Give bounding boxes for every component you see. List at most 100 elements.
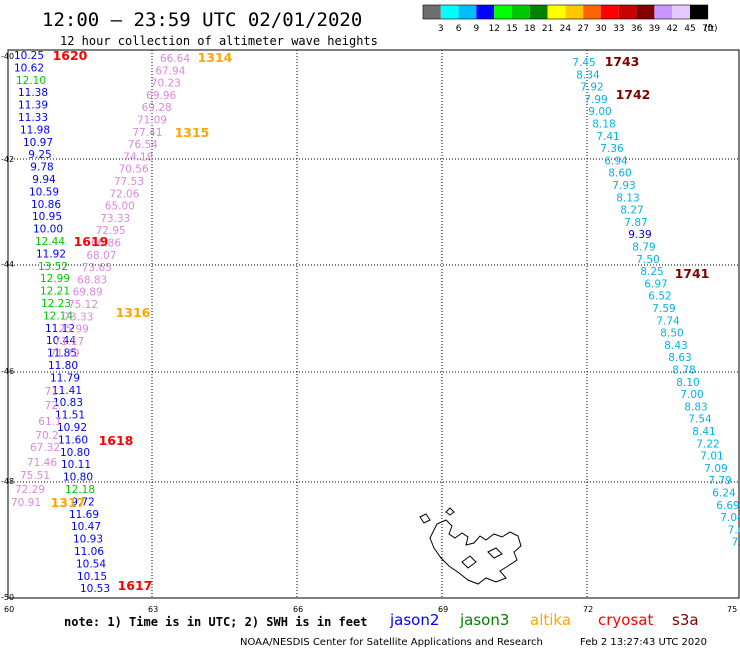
swh-label: 6.97 [644,278,667,290]
colorbar-swatch [583,5,601,19]
colorbar-label: 42 [666,24,677,34]
swh-label: 75.51 [20,470,50,482]
island-outline [419,507,522,585]
swh-label: 71.46 [27,457,57,469]
swh-label: 7.01 [700,451,723,463]
swh-label: 10.25 [14,50,44,62]
swh-label: 7.6 [728,524,740,536]
lat-label: -44 [1,260,14,269]
colorbar-swatch [494,5,512,19]
legend-s3a: s3a [672,611,699,629]
swh-label: 8.25 [640,266,663,278]
colorbar-swatch [618,5,637,19]
pass-number-label: 1742 [616,87,651,102]
swh-label: 11.41 [52,385,82,397]
swh-label: 10.93 [73,534,103,546]
swh-label: 72.06 [109,188,139,200]
swh-label: 12.44 [35,236,65,248]
swh-label: 8.13 [616,192,639,204]
swh-label: 11.98 [20,124,50,136]
swh-label: 8.78 [672,365,695,377]
swh-label: 12.21 [40,286,70,298]
swh-label: 66.86 [91,238,121,250]
swh-label: 7.50 [636,254,659,266]
legend-jason2: jason2 [389,611,439,629]
swh-label: 10.97 [23,137,53,149]
swh-label: 11.60 [58,434,88,446]
swh-label: 11.92 [36,248,66,260]
colorbar-swatch [690,5,708,19]
swh-label: 10.15 [77,571,107,583]
swh-label: 70.91 [11,497,41,509]
pass-number-label: 1619 [74,234,109,249]
colorbar-swatch [440,5,459,19]
swh-label: 8.27 [620,205,643,217]
colorbar-label: 36 [631,24,643,34]
swh-label: 77.53 [114,176,144,188]
swh-label: 7.99 [584,94,607,106]
swh-label: 10.95 [32,211,62,223]
swh-label: 10.86 [31,199,61,211]
swh-label: 9.25 [28,149,51,161]
swh-label: 74.18 [123,151,153,163]
legend-altika: altika [530,611,571,629]
swh-label: 68.07 [86,250,116,262]
colorbar-label: 12 [488,24,499,34]
swh-label: 12.99 [40,273,70,285]
swh-label: 11.39 [18,100,48,112]
pass-number-label: 1741 [675,266,710,281]
swh-label: 9.00 [588,106,611,118]
page-subtitle: 12 hour collection of altimeter wave hei… [60,34,378,48]
swh-label: 11.80 [48,360,78,372]
lat-label: -46 [1,367,14,376]
swh-label: 8.43 [664,340,687,352]
pass-number-label: 1743 [605,54,640,69]
swh-label: 10.11 [61,459,91,471]
swh-label: 70.2 [35,430,58,442]
pass-number-label: 1617 [118,578,153,593]
colorbar-swatch [601,5,619,19]
swh-label: 8.41 [692,426,715,438]
swh-label: 10.62 [14,62,44,74]
plot-frame [7,49,740,599]
swh-label: 7.59 [652,303,675,315]
swh-label: 8.34 [576,69,600,81]
swh-label: 10.80 [63,472,93,484]
swh-label: 6.94 [604,155,628,167]
footer-timestamp: Feb 2 13:27:43 UTC 2020 [580,637,707,648]
lat-label: -48 [1,477,14,486]
colorbar-label: 33 [613,24,624,34]
swh-label: 6.69 [716,500,739,512]
swh-label: 9.94 [32,174,56,186]
pass-labels: 1620 1314 1315 1619 1316 1618 1317 1617 1743 1742… [51,48,710,593]
lon-label: 60 [4,605,14,614]
swh-label: 72. [45,400,62,412]
swh-label: 8.60 [608,168,631,180]
colorbar-swatch [512,5,530,19]
swh-label: 9.39 [628,229,651,241]
swh-label: 11.85 [47,348,77,360]
swh-label: 73.65 [82,262,112,274]
swh-label: 11.79 [50,372,80,384]
colorbar-swatch [565,5,584,19]
wave-height-tracks: 10.2510.6212.1011.3811.3911.3311.9810.97… [11,50,740,595]
colorbar-unit: (ft) [704,24,718,34]
swh-label: 76.54 [128,139,158,151]
swh-label: 7.54 [688,414,712,426]
swh-label: 11.38 [18,87,48,99]
swh-label: 73.33 [63,311,93,323]
swh-label: 13.52 [38,261,68,273]
colorbar: 3 6 9 12 15 18 21 24 27 30 33 36 39 42 45 70 [422,4,714,34]
swh-label: 69.28 [142,102,172,114]
lon-label: 66 [293,605,303,614]
swh-label: 71. [45,386,62,398]
footer-note: note: 1) Time is in UTC; 2) SWH is in fe… [64,615,367,629]
swh-label: 11.06 [74,546,104,558]
colorbar-label: 6 [456,24,462,34]
swh-label: 70.56 [119,164,149,176]
lon-label: 63 [148,605,158,614]
swh-label: 6.24 [712,488,736,500]
colorbar-label: 15 [506,24,517,34]
colorbar-label: 3 [438,24,444,34]
